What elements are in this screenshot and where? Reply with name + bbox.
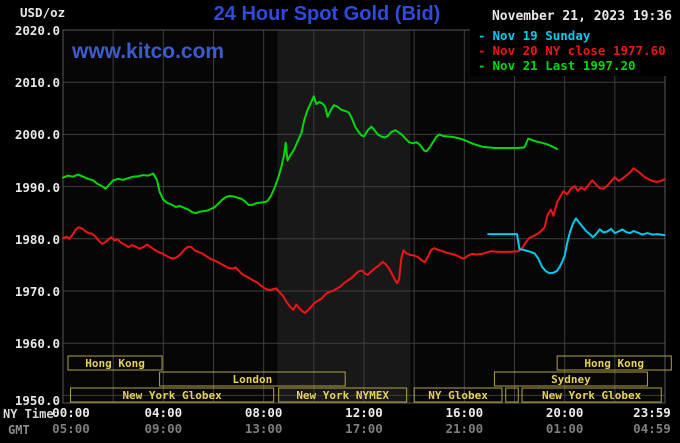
session-box bbox=[159, 371, 346, 387]
legend-item-nov21: - Nov 21 Last 1997.20 bbox=[470, 58, 680, 73]
session-label: London bbox=[233, 373, 273, 386]
session-box bbox=[413, 387, 503, 403]
y-axis-tick: 2020.0 bbox=[14, 23, 60, 38]
price-series-nov19 bbox=[487, 217, 666, 275]
y-axis-tick: 2010.0 bbox=[14, 75, 60, 91]
x-axis-tick-gmt: 13:00 bbox=[244, 421, 283, 436]
x-axis-tick-ny: 20:00 bbox=[545, 405, 584, 420]
x-axis-tick-ny: 23:59 bbox=[633, 405, 671, 420]
chart-legend: - Nov 19 Sunday - Nov 20 NY close 1977.60- N… bbox=[470, 28, 680, 76]
x-axis-tick-ny: 00:00 bbox=[52, 405, 90, 420]
kitco-watermark-link[interactable]: www.kitco.com bbox=[72, 40, 225, 63]
x-axis-tick-gmt: 04:59 bbox=[633, 421, 671, 436]
x-axis-tick-ny: 04:00 bbox=[144, 405, 183, 420]
market-sessions: Hong Kong Hong Kong London Sydney New York G… bbox=[67, 355, 672, 403]
legend-label: Nov 20 NY close 1977.60 bbox=[492, 43, 666, 58]
legend-label: Nov 21 Last 1997.20 bbox=[492, 58, 636, 73]
y-axis-unit-label: USD/oz bbox=[20, 5, 66, 20]
plot-frame bbox=[62, 29, 666, 404]
x-axis-tick-gmt: 17:00 bbox=[345, 421, 383, 436]
x-axis-tick-ny: 16:00 bbox=[445, 405, 484, 420]
x-axis-tick-gmt: 09:00 bbox=[144, 421, 183, 436]
session-label: New York NYMEX bbox=[296, 389, 389, 402]
session-box bbox=[493, 371, 648, 387]
session-box bbox=[521, 387, 662, 403]
chart-timestamp: November 21, 2023 19:36 bbox=[491, 9, 672, 24]
y-axis-tick: 1960.0 bbox=[14, 336, 60, 352]
session-box bbox=[70, 387, 275, 403]
session-label: Hong Kong bbox=[584, 357, 644, 370]
page-title: 24 Hour Spot Gold (Bid) bbox=[213, 3, 441, 25]
y-axis-tick: 1970.0 bbox=[14, 284, 60, 299]
price-series-nov20 bbox=[62, 167, 666, 314]
session-label: NY Globex bbox=[428, 389, 488, 402]
nymex-session-shading bbox=[277, 30, 411, 403]
x-axis-ny-label: NY Time bbox=[3, 407, 54, 421]
x-axis-tick-gmt: 21:00 bbox=[445, 421, 484, 436]
y-axis-tick: 1990.0 bbox=[14, 179, 60, 195]
y-axis-tick: 1950.0 bbox=[14, 393, 60, 409]
legend-marker: - bbox=[478, 58, 486, 73]
session-label: New York Globex bbox=[542, 389, 642, 402]
x-axis-tick-ny: 08:00 bbox=[244, 405, 283, 420]
legend-item-nov19: - Nov 19 Sunday bbox=[470, 28, 680, 43]
session-box bbox=[505, 387, 519, 403]
grid-lines bbox=[63, 30, 665, 403]
x-axis-tick-gmt: 05:00 bbox=[52, 421, 90, 436]
y-axis-tick: 1980.0 bbox=[14, 231, 60, 247]
price-series-nov21 bbox=[62, 95, 559, 215]
legend-label: Nov 19 Sunday bbox=[492, 28, 591, 43]
session-box bbox=[556, 355, 672, 371]
session-box bbox=[67, 355, 163, 371]
x-axis-tick-ny: 12:00 bbox=[345, 405, 383, 420]
session-label: Hong Kong bbox=[85, 357, 145, 370]
session-box bbox=[278, 387, 408, 403]
session-label: New York Globex bbox=[122, 389, 222, 402]
x-axis-tick-gmt: 01:00 bbox=[545, 421, 584, 436]
session-label: Sydney bbox=[551, 373, 591, 386]
legend-item-nov20: - Nov 20 NY close 1977.60 bbox=[470, 43, 680, 58]
x-axis-gmt-label: GMT bbox=[8, 423, 30, 437]
legend-marker: - bbox=[478, 28, 486, 43]
y-axis-tick: 2000.0 bbox=[14, 127, 60, 143]
legend-marker: - bbox=[478, 43, 486, 58]
